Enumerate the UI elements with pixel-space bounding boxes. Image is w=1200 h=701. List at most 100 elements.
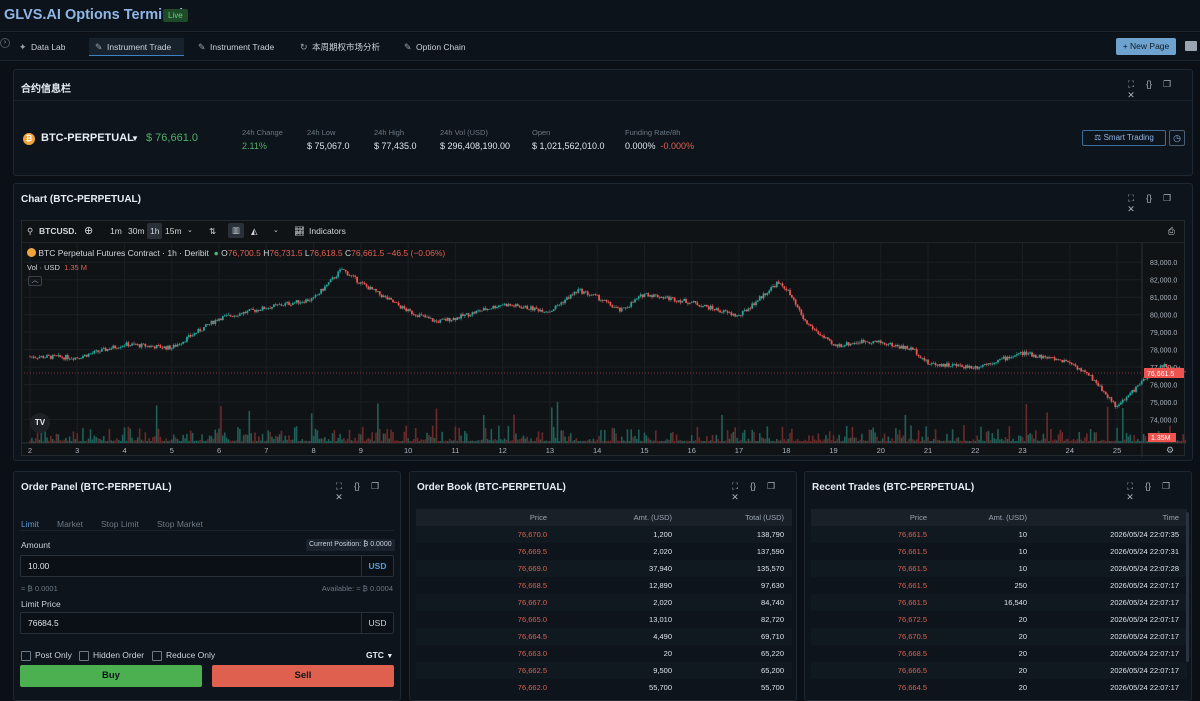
- table-row[interactable]: 76,668.5 12,890 97,630: [416, 577, 792, 594]
- close-icon[interactable]: ✕: [335, 492, 343, 502]
- order-tab-stop-market[interactable]: Stop Market: [157, 519, 203, 529]
- tab-data-lab[interactable]: ✦ Data Lab: [17, 38, 83, 56]
- volume-bar: [764, 438, 767, 443]
- column-header: Amt. (USD): [633, 513, 672, 522]
- hidden-order-checkbox[interactable]: Hidden Order: [79, 650, 144, 661]
- table-row[interactable]: 76,670.5 20 2026/05/24 22:07:17: [811, 628, 1187, 645]
- candle-body: [739, 315, 742, 316]
- table-row[interactable]: 76,669.0 37,940 135,570: [416, 560, 792, 577]
- new-page-button[interactable]: + New Page: [1116, 38, 1176, 55]
- popout-icon[interactable]: ❐: [1161, 481, 1171, 491]
- volume-bar: [949, 440, 952, 443]
- candles-icon[interactable]: ▥: [228, 223, 245, 238]
- compare-add-icon[interactable]: ⊕: [84, 225, 94, 237]
- order-tab-market[interactable]: Market: [57, 519, 83, 529]
- table-row[interactable]: 76,663.0 20 65,220: [416, 645, 792, 662]
- table-row[interactable]: 76,668.5 20 2026/05/24 22:07:17: [811, 645, 1187, 662]
- indicators-icon[interactable]: 📈︎: [294, 226, 305, 236]
- volume-bar: [250, 433, 252, 443]
- popout-icon[interactable]: ❐: [1162, 193, 1172, 203]
- candle-body: [860, 339, 863, 344]
- sell-button[interactable]: Sell: [212, 665, 394, 687]
- close-icon[interactable]: ✕: [1127, 90, 1135, 100]
- volume-bar: [749, 440, 752, 443]
- table-row[interactable]: 76,662.0 55,700 55,700: [416, 679, 792, 696]
- expand-icon[interactable]: ⛶: [1126, 481, 1134, 491]
- popout-icon[interactable]: ❐: [370, 481, 380, 491]
- order-tab-stop-limit[interactable]: Stop Limit: [101, 519, 139, 529]
- chevron-down-icon[interactable]: ⌄: [187, 227, 193, 234]
- table-row[interactable]: 76,669.5 2,020 137,590: [416, 543, 792, 560]
- table-row[interactable]: 76,664.5 20 2026/05/24 22:07:17: [811, 679, 1187, 696]
- table-row[interactable]: 76,666.5 20 2026/05/24 22:07:17: [811, 662, 1187, 679]
- expand-icon[interactable]: ⛶: [335, 481, 343, 491]
- timeframe-1m[interactable]: 1m: [110, 226, 122, 236]
- table-row[interactable]: 76,661.5 16,540 2026/05/24 22:07:17: [811, 594, 1187, 611]
- table-row[interactable]: 76,661.5 10 2026/05/24 22:07:31: [811, 543, 1187, 560]
- smart-trading-button[interactable]: ⚖ Smart Trading: [1082, 130, 1166, 146]
- camera-icon[interactable]: ⎙: [1168, 226, 1175, 236]
- volume-bar: [533, 440, 536, 443]
- search-icon[interactable]: ⚲: [27, 226, 34, 236]
- symbol-search[interactable]: BTCUSD.: [39, 226, 77, 236]
- table-row[interactable]: 76,667.0 2,020 84,740: [416, 594, 792, 611]
- bar-style-icon[interactable]: ⇅: [209, 226, 217, 236]
- candle-body: [641, 294, 644, 298]
- code-icon[interactable]: {}: [1145, 193, 1152, 203]
- volume-bar: [131, 437, 133, 443]
- table-row[interactable]: 76,670.0 1,200 138,790: [416, 526, 792, 543]
- close-icon[interactable]: ✕: [1127, 204, 1135, 214]
- chevron-down-icon[interactable]: ⌄: [273, 227, 279, 234]
- contract-symbol[interactable]: BTC-PERPETUAL: [41, 132, 134, 144]
- volume-bar: [660, 440, 663, 443]
- tab-instrument-trade-active[interactable]: ✎ Instrument Trade: [89, 38, 184, 56]
- area-chart-icon[interactable]: ◭: [251, 226, 258, 236]
- popout-icon[interactable]: ❐: [1162, 79, 1172, 89]
- code-icon[interactable]: {}: [749, 481, 756, 491]
- tab-option-chain[interactable]: ✎ Option Chain: [402, 38, 472, 56]
- timeframe-30m[interactable]: 30m: [128, 226, 145, 236]
- timeframe-1h[interactable]: 1h: [147, 223, 163, 239]
- volume-bar: [723, 440, 725, 443]
- table-row[interactable]: 76,665.0 13,010 82,720: [416, 611, 792, 628]
- clock-icon[interactable]: ◷: [1169, 130, 1185, 146]
- popout-icon[interactable]: ❐: [766, 481, 776, 491]
- sidebar-toggle-icon[interactable]: ›: [0, 38, 10, 48]
- table-row[interactable]: 76,664.5 4,490 69,710: [416, 628, 792, 645]
- order-tab-limit[interactable]: Limit: [21, 519, 39, 529]
- scrollbar[interactable]: [1186, 512, 1189, 662]
- candle-body: [947, 363, 950, 367]
- table-row[interactable]: 76,661.5 250 2026/05/24 22:07:17: [811, 577, 1187, 594]
- collapse-legend-icon[interactable]: ︿: [28, 276, 42, 286]
- expand-icon[interactable]: ⛶: [1127, 193, 1135, 203]
- post-only-checkbox[interactable]: Post Only: [21, 650, 72, 661]
- amount-input[interactable]: 10.00 USD: [20, 555, 394, 577]
- candlestick-chart[interactable]: 83,000.0 82,000.0 81,000.0 80,000.0 79,000.0…: [22, 243, 1186, 457]
- code-icon[interactable]: {}: [1144, 481, 1151, 491]
- code-icon[interactable]: {}: [1145, 79, 1152, 89]
- volume-bar: [898, 429, 901, 443]
- close-icon[interactable]: ✕: [731, 492, 739, 502]
- buy-button[interactable]: Buy: [20, 665, 202, 687]
- volume-bar: [698, 437, 701, 443]
- reduce-only-checkbox[interactable]: Reduce Only: [152, 650, 215, 661]
- settings-gear-icon[interactable]: ⚙: [1166, 446, 1174, 456]
- table-row[interactable]: 76,661.5 10 2026/05/24 22:07:28: [811, 560, 1187, 577]
- table-row[interactable]: 76,661.5 10 2026/05/24 22:07:35: [811, 526, 1187, 543]
- code-icon[interactable]: {}: [353, 481, 360, 491]
- expand-icon[interactable]: ⛶: [731, 481, 739, 491]
- expand-icon[interactable]: ⛶: [1127, 79, 1135, 89]
- amount-unit-toggle[interactable]: USD: [361, 556, 393, 576]
- chevron-down-icon[interactable]: ▼: [131, 134, 139, 143]
- limit-price-input[interactable]: 76684.5 USD: [20, 612, 394, 634]
- candle-body: [274, 304, 277, 306]
- tab-instrument-trade[interactable]: ✎ Instrument Trade: [196, 38, 286, 56]
- table-row[interactable]: 76,662.5 9,500 65,200: [416, 662, 792, 679]
- folder-icon[interactable]: [1185, 41, 1197, 51]
- tab-weekly-analysis[interactable]: ↻ 本周期权市场分析: [298, 38, 388, 56]
- timeframe-15m[interactable]: 15m: [165, 226, 182, 236]
- time-in-force-select[interactable]: GTC ▼: [366, 650, 393, 660]
- indicators-button[interactable]: Indicators: [309, 226, 346, 236]
- close-icon[interactable]: ✕: [1126, 492, 1134, 502]
- table-row[interactable]: 76,672.5 20 2026/05/24 22:07:17: [811, 611, 1187, 628]
